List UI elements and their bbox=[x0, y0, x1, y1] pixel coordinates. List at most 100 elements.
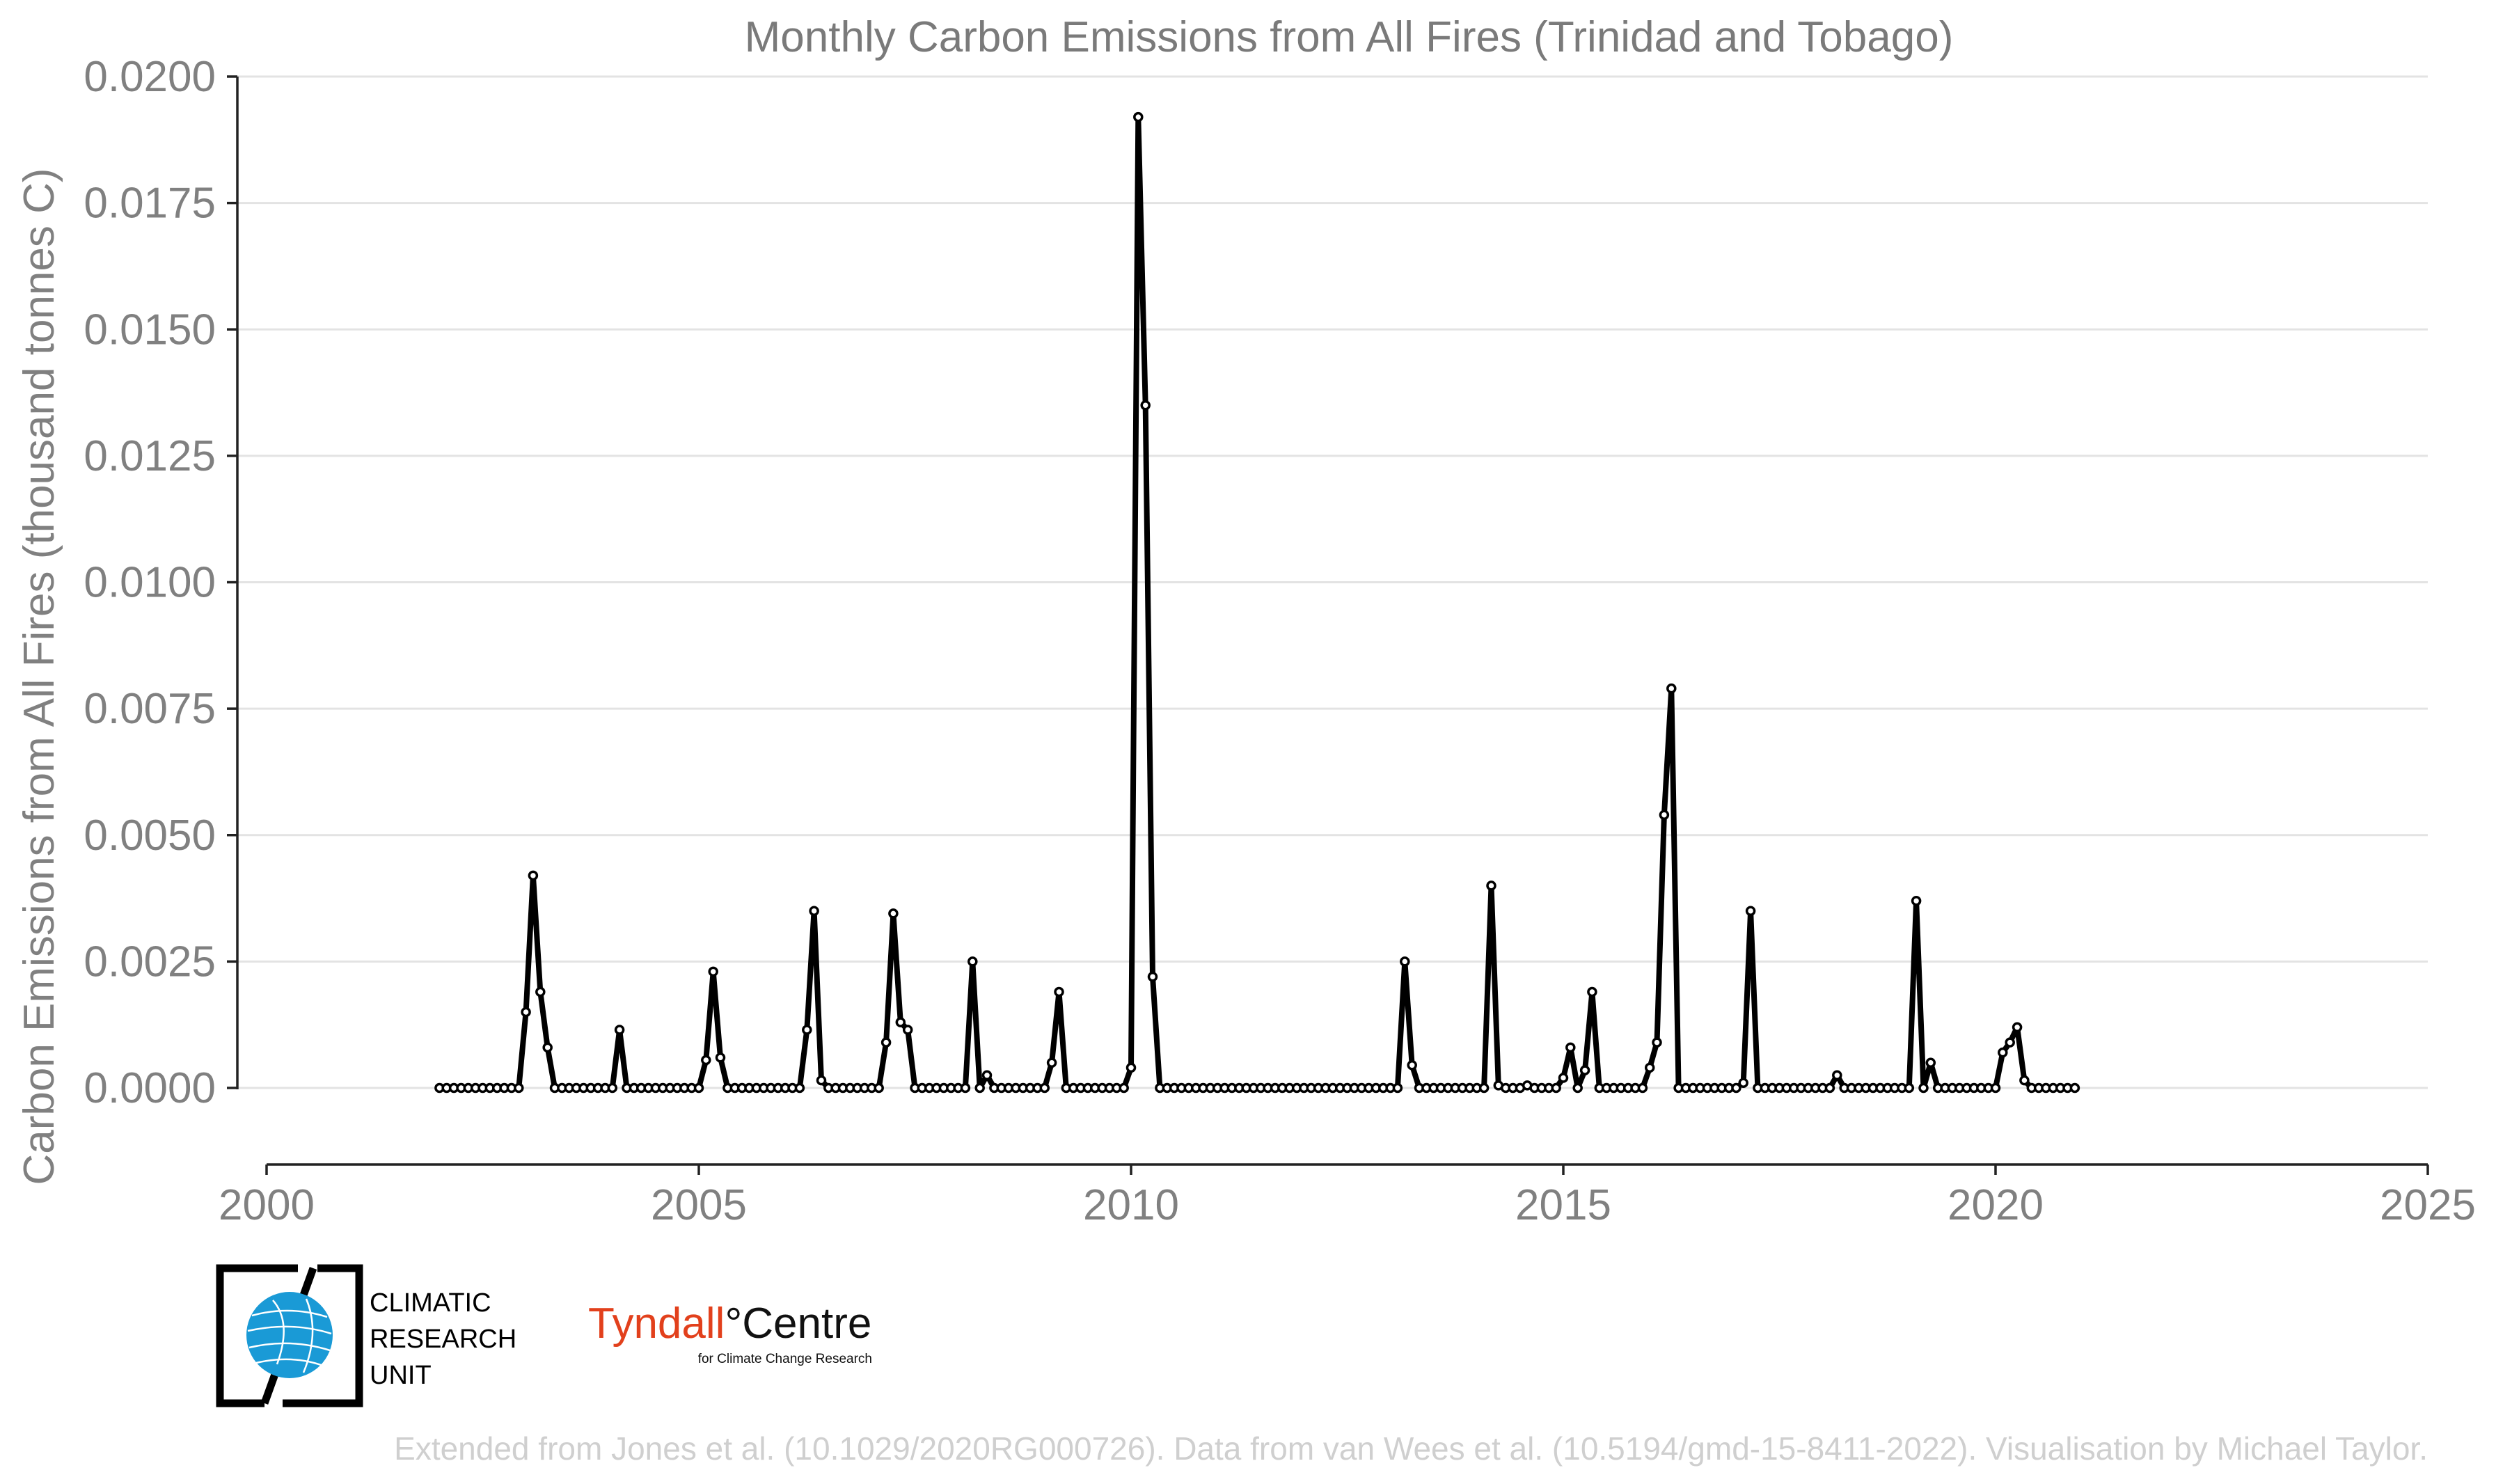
cru-logo: CLIMATIC RESEARCH UNIT bbox=[216, 1264, 516, 1407]
data-point bbox=[1659, 810, 1670, 820]
cru-text-line-3: UNIT bbox=[370, 1361, 432, 1390]
data-point bbox=[1637, 1082, 1648, 1094]
data-point bbox=[693, 1082, 704, 1094]
data-point bbox=[981, 1070, 993, 1081]
data-point bbox=[1054, 986, 1064, 997]
data-point bbox=[1998, 1047, 2008, 1058]
y-tick-label: 0.0125 bbox=[84, 432, 216, 480]
y-tick-label: 0.0100 bbox=[84, 559, 216, 607]
data-point bbox=[2069, 1082, 2080, 1094]
data-point bbox=[880, 1037, 892, 1048]
data-point bbox=[1745, 906, 1756, 916]
data-point bbox=[535, 986, 546, 997]
data-point bbox=[1652, 1037, 1662, 1048]
data-point bbox=[888, 908, 899, 919]
x-tick-label: 2015 bbox=[1515, 1181, 1611, 1229]
data-point bbox=[607, 1082, 618, 1094]
data-point bbox=[1565, 1042, 1576, 1053]
cru-text-line-1: CLIMATIC bbox=[370, 1288, 491, 1318]
data-point bbox=[974, 1082, 985, 1094]
x-tick-label: 2020 bbox=[1948, 1181, 2044, 1229]
credits-text: Extended from Jones et al. (10.1029/2020… bbox=[394, 1430, 2428, 1467]
data-point bbox=[1392, 1082, 1403, 1094]
data-point bbox=[895, 1017, 906, 1027]
data-point bbox=[816, 1075, 827, 1086]
x-tick-label: 2010 bbox=[1083, 1181, 1179, 1229]
data-point bbox=[1666, 683, 1677, 694]
data-point bbox=[1824, 1082, 1835, 1094]
tyndall-centre: Centre bbox=[742, 1300, 871, 1348]
data-point bbox=[1147, 971, 1158, 982]
y-tick-label: 0.0200 bbox=[84, 53, 216, 101]
data-point bbox=[1738, 1078, 1748, 1088]
series-layer bbox=[434, 111, 2080, 1094]
data-point bbox=[1039, 1082, 1050, 1094]
data-point bbox=[967, 956, 978, 967]
data-point bbox=[1731, 1082, 1741, 1094]
data-point bbox=[528, 870, 539, 881]
data-point bbox=[542, 1042, 553, 1053]
data-point bbox=[514, 1082, 524, 1094]
data-point bbox=[802, 1025, 812, 1035]
tyndall-name: Tyndall bbox=[588, 1300, 725, 1348]
data-point bbox=[809, 906, 819, 916]
data-point bbox=[902, 1025, 913, 1035]
data-point bbox=[1407, 1060, 1417, 1071]
data-points bbox=[434, 111, 2080, 1094]
data-point bbox=[1579, 1065, 1590, 1075]
data-point bbox=[1486, 881, 1496, 891]
data-point bbox=[1133, 111, 1144, 123]
tyndall-logo: Tyndall°Centre for Climate Change Resear… bbox=[588, 1300, 872, 1366]
data-point bbox=[1918, 1082, 1929, 1094]
data-point bbox=[1558, 1073, 1569, 1083]
cru-globe-lines-icon bbox=[247, 1298, 332, 1373]
data-point bbox=[1644, 1062, 1655, 1073]
y-tick-label: 0.0175 bbox=[84, 180, 216, 228]
data-point bbox=[1990, 1082, 2001, 1094]
series-line bbox=[439, 114, 2075, 1091]
gridlines bbox=[237, 75, 2428, 1089]
data-point bbox=[1832, 1070, 1842, 1081]
data-point bbox=[1140, 400, 1151, 411]
x-axis-ticks: 2000 2005 2010 2015 2020 2025 bbox=[219, 1165, 2476, 1229]
data-point bbox=[1046, 1057, 1057, 1068]
data-point bbox=[960, 1082, 971, 1094]
chart-title: Monthly Carbon Emissions from All Fires … bbox=[745, 13, 1954, 61]
data-point bbox=[1551, 1082, 1561, 1094]
data-point bbox=[1478, 1082, 1490, 1094]
tyndall-subtitle: for Climate Change Research bbox=[698, 1352, 872, 1366]
data-point bbox=[2019, 1075, 2030, 1086]
y-axis-ticks: 0.0000 0.0025 0.0050 0.0075 0.0100 0.0125 0.01… bbox=[84, 53, 237, 1112]
x-tick-label: 2000 bbox=[219, 1181, 315, 1229]
data-point bbox=[1925, 1057, 1936, 1068]
data-point bbox=[2005, 1037, 2015, 1048]
data-point bbox=[708, 966, 718, 977]
data-point bbox=[701, 1055, 711, 1066]
y-tick-label: 0.0025 bbox=[84, 938, 216, 986]
data-point bbox=[715, 1052, 726, 1063]
y-tick-label: 0.0050 bbox=[84, 812, 216, 860]
y-tick-label: 0.0000 bbox=[84, 1064, 216, 1112]
y-tick-label: 0.0075 bbox=[84, 685, 216, 733]
data-point bbox=[1400, 956, 1410, 967]
svg-text:Tyndall°Centre: Tyndall°Centre bbox=[588, 1300, 871, 1348]
x-tick-label: 2025 bbox=[2380, 1181, 2476, 1229]
data-point bbox=[1119, 1082, 1129, 1094]
data-point bbox=[614, 1025, 625, 1035]
data-point bbox=[1572, 1082, 1583, 1094]
cru-bracket-right-icon bbox=[283, 1264, 363, 1407]
data-point bbox=[1904, 1082, 1915, 1094]
cru-text-line-2: RESEARCH bbox=[370, 1325, 516, 1354]
y-tick-label: 0.0150 bbox=[84, 306, 216, 354]
data-point bbox=[874, 1082, 884, 1094]
data-point bbox=[2012, 1022, 2023, 1033]
data-point bbox=[1125, 1062, 1137, 1073]
x-tick-label: 2005 bbox=[651, 1181, 747, 1229]
data-point bbox=[1911, 895, 1922, 906]
y-axis-label: Carbon Emissions from All Fires (thousan… bbox=[15, 168, 63, 1185]
data-point bbox=[1587, 986, 1597, 997]
tyndall-degree: ° bbox=[725, 1300, 742, 1348]
cru-bracket-left-icon bbox=[216, 1264, 298, 1407]
data-point bbox=[794, 1082, 805, 1094]
